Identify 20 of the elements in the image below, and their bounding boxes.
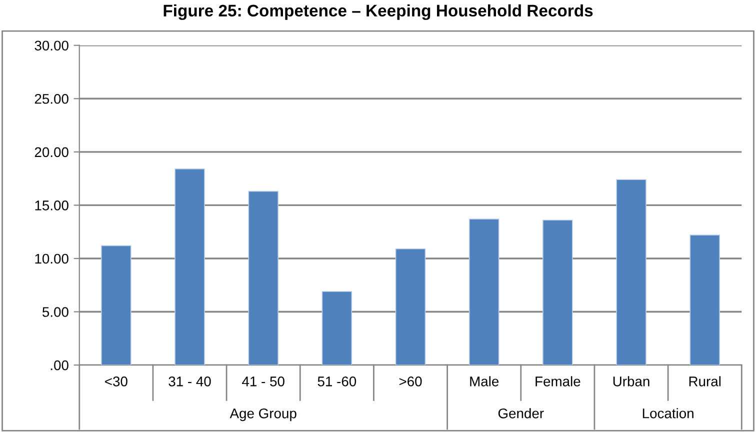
x-tick-label: <30 (105, 376, 128, 386)
text: Gender (498, 408, 544, 418)
x-tick-label: Urban (613, 376, 650, 386)
x-tick-label: Male (470, 376, 499, 386)
x-tick-label: >60 (399, 376, 422, 386)
x-tick-label: Rural (689, 376, 721, 386)
x-tick-label: 31 - 40 (168, 376, 211, 386)
y-tick-label: 20.00 (34, 147, 68, 158)
y-tick-label: 10.00 (35, 254, 68, 264)
x-tick-label: Female (536, 376, 580, 386)
text: Age Group (230, 408, 296, 422)
text: Location (642, 408, 694, 418)
x-tick-label: 51 -60 (318, 376, 356, 386)
y-tick-label: 15.00 (35, 200, 68, 210)
y-tick-label: .00 (50, 360, 68, 370)
y-tick-label: 5.00 (42, 307, 68, 317)
y-tick-label: 25.00 (34, 94, 68, 104)
chart-title: Figure 25: Competence – Keeping Household Records (164, 4, 593, 20)
x-tick-label: 41 - 50 (242, 376, 284, 386)
y-tick-label: 30.00 (34, 40, 68, 51)
